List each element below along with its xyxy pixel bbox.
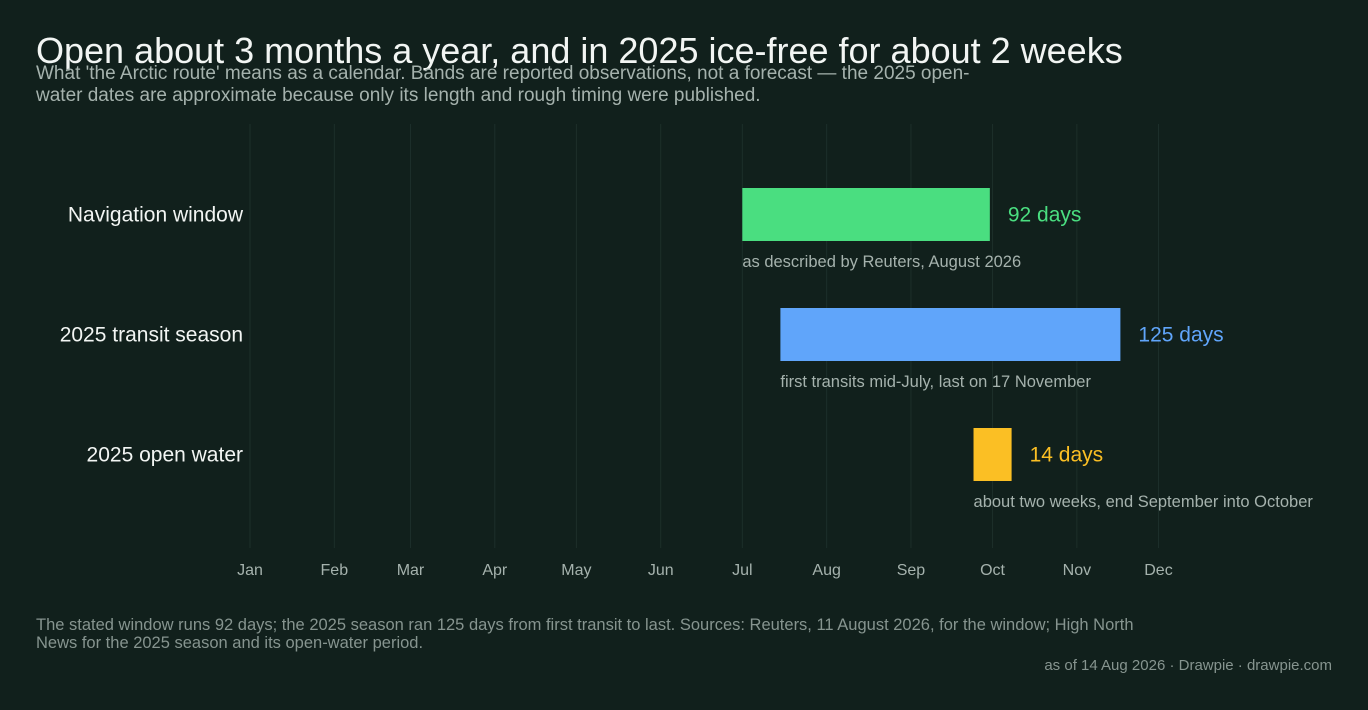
attribution: as of 14 Aug 2026 · Drawpie · drawpie.co… xyxy=(1044,657,1332,674)
row-label: 2025 transit season xyxy=(60,324,243,347)
range-bar xyxy=(973,428,1012,481)
x-tick-label: Apr xyxy=(482,562,508,579)
bar-note: as described by Reuters, August 2026 xyxy=(742,253,1021,271)
bar-note: about two weeks, end September into Octo… xyxy=(974,493,1314,511)
chart-title: Open about 3 months a year, and in 2025 … xyxy=(36,30,1123,71)
row-label: Navigation window xyxy=(68,204,244,227)
duration-label: 14 days xyxy=(1030,444,1104,467)
timeline-chart: Navigation window 92 days as described by … xyxy=(60,124,1314,579)
x-tick-label: Aug xyxy=(812,562,840,579)
bars-layer: Navigation window 92 days as described by … xyxy=(60,188,1314,511)
x-tick-label: Feb xyxy=(321,562,349,579)
x-tick-label: Jul xyxy=(732,562,752,579)
x-tick-label: Dec xyxy=(1144,562,1172,579)
x-tick-label: May xyxy=(561,562,591,579)
bar-note: first transits mid-July, last on 17 Nove… xyxy=(780,373,1091,391)
range-bar xyxy=(742,188,990,241)
x-tick-label: Jan xyxy=(237,562,263,579)
row-label: 2025 open water xyxy=(87,444,243,467)
range-bar xyxy=(780,308,1121,361)
duration-label: 125 days xyxy=(1138,324,1223,347)
x-axis-tick-labels: Jan Feb Mar Apr May Jun Jul Aug Sep Oct Nov Dec xyxy=(237,562,1173,579)
x-tick-label: Oct xyxy=(980,562,1005,579)
x-tick-label: Jun xyxy=(648,562,674,579)
x-tick-label: Mar xyxy=(397,562,425,579)
footnote: The stated window runs 92 days; the 2025… xyxy=(36,616,1134,652)
chart-subtitle: What 'the Arctic route' means as a calen… xyxy=(36,63,970,106)
duration-label: 92 days xyxy=(1008,204,1082,227)
x-tick-label: Sep xyxy=(897,562,926,579)
x-tick-label: Nov xyxy=(1063,562,1091,579)
